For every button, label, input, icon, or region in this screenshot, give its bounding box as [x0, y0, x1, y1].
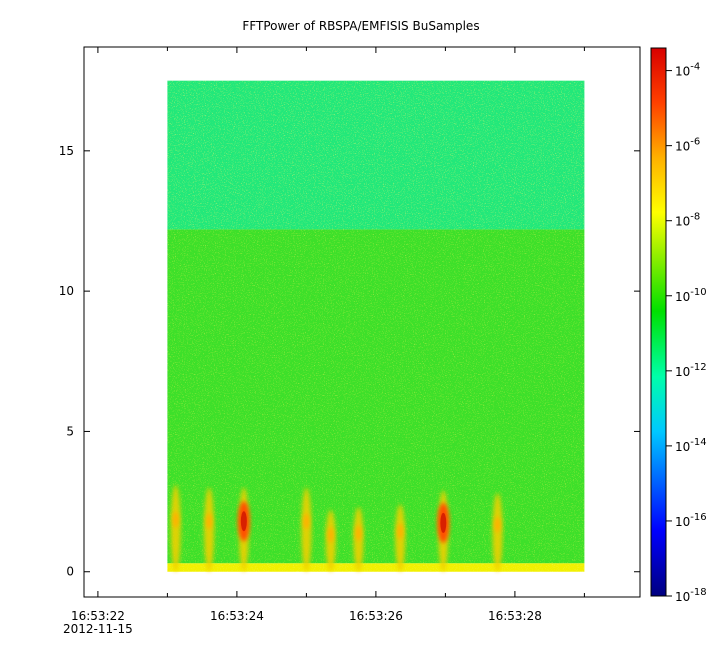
- y-tick-label: 10: [59, 284, 74, 298]
- burst-3: [301, 487, 312, 572]
- burst-core: [397, 523, 404, 540]
- colorbar-tick-label: 10-4: [675, 62, 700, 79]
- x-tick-label: 16:53:28: [488, 609, 542, 623]
- burst-peak: [440, 512, 447, 533]
- y-tick-label: 5: [66, 424, 74, 438]
- burst-core: [327, 526, 334, 543]
- y-tick-label: 15: [59, 144, 74, 158]
- spectrogram-image: [167, 80, 585, 572]
- burst-peak: [240, 511, 247, 532]
- burst-0: [170, 484, 181, 572]
- x-tick-label: 16:53:22: [71, 609, 125, 623]
- burst-halo: [301, 487, 312, 572]
- burst-core: [494, 516, 501, 533]
- burst-core: [303, 513, 310, 530]
- x-axis: 16:53:22 16:53:24 16:53:26 16:53:28 2012-11-…: [63, 47, 585, 636]
- colorbar-tick-label: 10-6: [675, 137, 700, 154]
- y-axis: 0 5 10 15: [59, 144, 640, 579]
- spectrogram-background: [167, 80, 585, 572]
- x-date-label: 2012-11-15: [63, 622, 133, 636]
- colorbar-tick-label: 10-12: [675, 362, 707, 379]
- burst-1: [204, 487, 215, 572]
- burst-core: [172, 511, 179, 528]
- burst-core: [355, 525, 362, 542]
- burst-4: [325, 510, 336, 572]
- spectrogram-band-0: [167, 80, 585, 230]
- colorbar-gradient: [650, 47, 667, 597]
- burst-6: [395, 504, 406, 572]
- burst-8: [492, 493, 503, 572]
- burst-2: [237, 487, 250, 572]
- spectrogram-band-1: [167, 229, 585, 564]
- colorbar-ticks: 10-18 10-16 10-14 10-12 10-10 10-8 10-6 10-4: [666, 62, 707, 604]
- burst-halo: [170, 484, 181, 572]
- colorbar-tick-label: 10-16: [675, 512, 707, 529]
- plot-area: 0 5 10 15 16:53:22 16:53:24 16:53:26 16:53:28 2…: [59, 46, 641, 636]
- colorbar-tick-label: 10-18: [675, 587, 707, 604]
- colorbar-tick-label: 10-8: [675, 212, 700, 229]
- burst-7: [437, 490, 450, 572]
- spectrogram-band-2: [167, 563, 585, 572]
- y-tick-label: 0: [66, 565, 74, 579]
- colorbar-tick-label: 10-14: [675, 437, 707, 454]
- x-tick-label: 16:53:26: [349, 609, 403, 623]
- x-tick-label: 16:53:24: [210, 609, 264, 623]
- colorbar-tick-label: 10-10: [675, 287, 707, 304]
- burst-core: [206, 513, 213, 530]
- burst-5: [353, 507, 364, 572]
- colorbar: 10-18 10-16 10-14 10-12 10-10 10-8 10-6 10-4: [650, 47, 707, 604]
- burst-halo: [204, 487, 215, 572]
- burst-group: [170, 484, 503, 572]
- chart-title: FFTPower of RBSPA/EMFISIS BuSamples: [242, 19, 479, 33]
